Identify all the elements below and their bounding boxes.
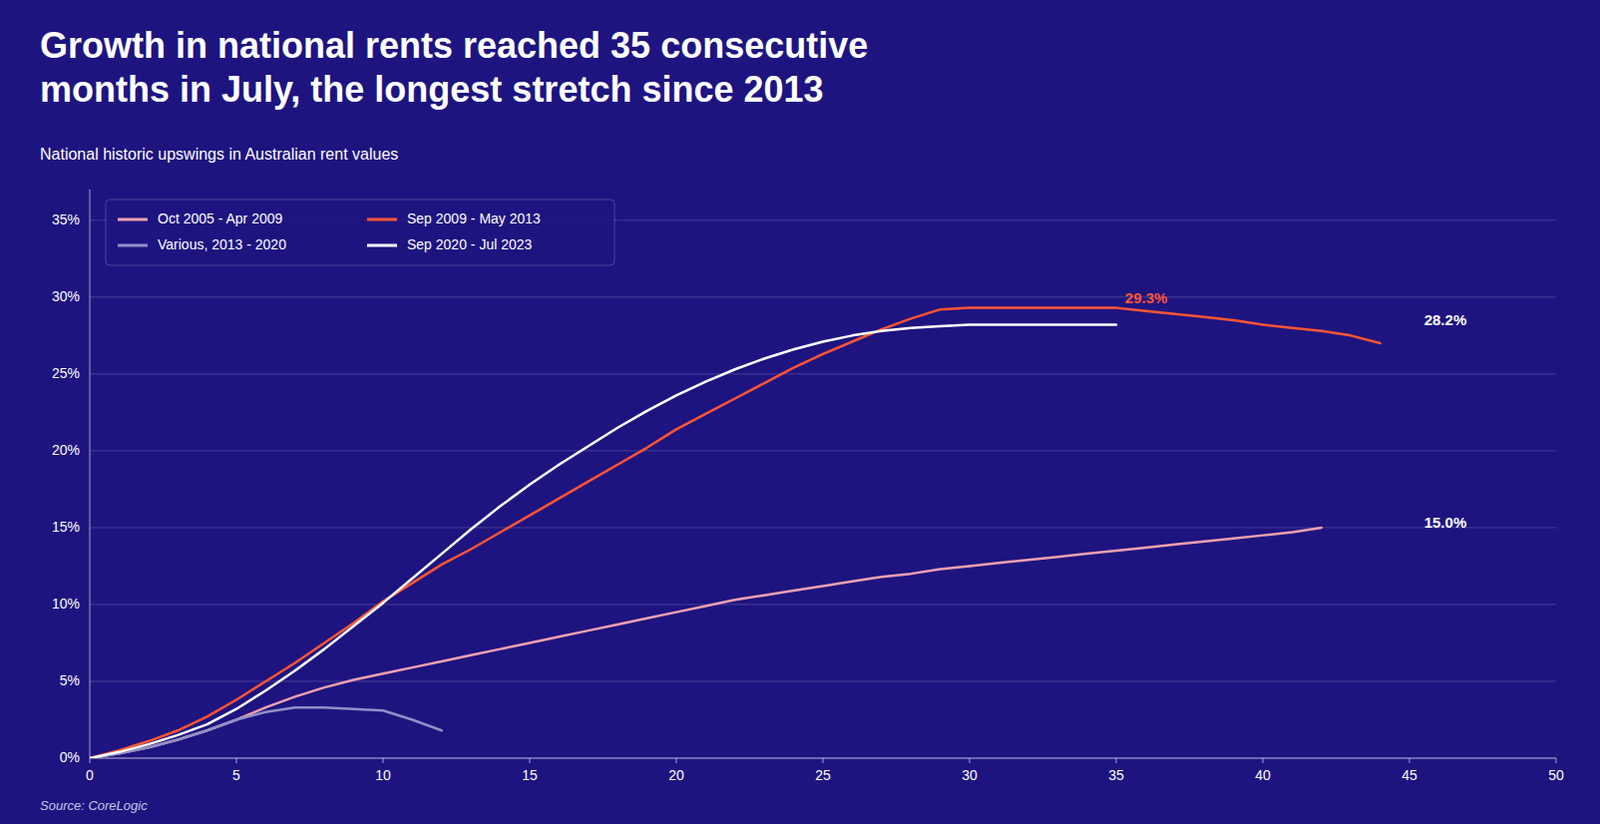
grid-line — [89, 296, 1557, 298]
legend-label: Various, 2013 - 2020 — [157, 236, 287, 253]
tick-mark — [676, 758, 678, 764]
tick-mark — [822, 758, 824, 764]
x-tick-label: 25 — [814, 767, 831, 784]
grid-line — [89, 680, 1557, 682]
tick-mark — [529, 758, 531, 764]
y-tick-label: 20% — [51, 441, 80, 458]
tick-mark — [1556, 758, 1558, 764]
tick-mark — [1262, 758, 1264, 764]
legend-label: Sep 2009 - May 2013 — [406, 210, 541, 227]
x-tick-label: 30 — [961, 767, 978, 784]
y-tick-label: 25% — [51, 365, 80, 382]
grid-line — [89, 373, 1557, 375]
legend: Oct 2005 - Apr 2009 Sep 2009 - May 2013 Va… — [105, 199, 615, 266]
series-line — [89, 308, 1381, 759]
series-line — [89, 325, 1117, 759]
legend-label: Oct 2005 - Apr 2009 — [157, 210, 284, 227]
tick-mark — [1409, 758, 1411, 764]
x-tick-label: 5 — [232, 767, 241, 784]
legend-box — [105, 199, 615, 266]
title: months in July, the longest stretch sinc… — [39, 68, 824, 110]
tick-mark — [1116, 758, 1118, 764]
x-tick-label: 15 — [521, 767, 538, 784]
annotation: 29.3% — [1125, 289, 1169, 307]
source: Source: CoreLogic — [39, 798, 148, 813]
tick-mark — [969, 758, 971, 764]
y-tick-label: 5% — [59, 672, 80, 689]
y-tick-label: 15% — [51, 518, 80, 535]
legend-swatch — [117, 218, 148, 222]
grid-line — [89, 449, 1557, 451]
y-tick-label: 30% — [51, 288, 80, 305]
x-tick-label: 50 — [1548, 767, 1565, 784]
tick-mark — [236, 758, 238, 764]
grid-line — [89, 603, 1557, 605]
x-tick-label: 0 — [85, 767, 94, 784]
legend-swatch — [117, 244, 148, 248]
series-line — [89, 527, 1322, 759]
tick-mark — [383, 758, 385, 764]
subtitle: National historic upswings in Australian… — [39, 145, 399, 163]
annotation: 15.0% — [1424, 513, 1468, 531]
grid — [89, 220, 1557, 759]
x-tick-label: 45 — [1401, 767, 1418, 784]
legend-swatch — [367, 218, 398, 222]
x-axis-line — [89, 758, 1557, 760]
grid-line — [89, 758, 1557, 760]
y-tick-label: 0% — [59, 749, 80, 766]
y-tick-label: 35% — [51, 211, 80, 228]
background — [0, 0, 1600, 824]
y-tick-label: 10% — [51, 595, 80, 612]
x-tick-label: 35 — [1108, 767, 1125, 784]
y-axis-line — [89, 189, 91, 759]
grid-line — [89, 526, 1557, 528]
data-layer — [89, 308, 1381, 759]
chart: Growth in national rents reached 35 cons… — [0, 0, 1600, 824]
title: Growth in national rents reached 35 cons… — [39, 24, 868, 66]
series-line — [89, 707, 442, 759]
legend-swatch — [367, 244, 398, 248]
x-tick-label: 10 — [375, 767, 392, 784]
tick-mark — [89, 758, 91, 764]
legend-label: Sep 2020 - Jul 2023 — [406, 236, 533, 253]
annotation: 28.2% — [1424, 311, 1468, 329]
x-tick-label: 20 — [668, 767, 685, 784]
x-tick-label: 40 — [1254, 767, 1271, 784]
